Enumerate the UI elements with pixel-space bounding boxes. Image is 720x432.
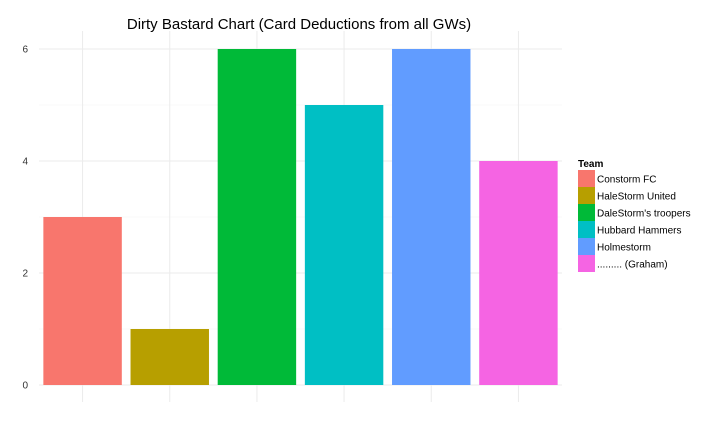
bar-1 xyxy=(43,217,122,385)
legend-key-1 xyxy=(578,170,595,187)
legend-key-3 xyxy=(578,204,595,221)
y-axis: 0 2 4 6 xyxy=(22,45,28,392)
legend-label: HaleStorm United xyxy=(597,192,676,203)
legend-label: Constorm FC xyxy=(597,175,656,186)
legend-label: Hubbard Hammers xyxy=(597,226,681,237)
legend-label: DaleStorm's troopers xyxy=(597,209,691,220)
legend: Team Constorm FC HaleStorm United DaleStor… xyxy=(578,159,691,272)
legend-title: Team xyxy=(578,159,603,170)
legend-key-4 xyxy=(578,221,595,238)
legend-label: Holmestorm xyxy=(597,243,651,254)
bars xyxy=(43,49,558,385)
legend-key-5 xyxy=(578,238,595,255)
y-tick-label: 0 xyxy=(22,381,28,392)
legend-label: ......... (Graham) xyxy=(597,260,668,271)
y-tick-label: 2 xyxy=(22,269,28,280)
y-tick-label: 4 xyxy=(22,157,28,168)
chart-title: Dirty Bastard Chart (Card Deductions fro… xyxy=(127,16,471,33)
bar-3 xyxy=(217,49,297,385)
bar-6 xyxy=(479,161,558,385)
legend-key-2 xyxy=(578,187,595,204)
bar-4 xyxy=(304,105,384,385)
legend-key-6 xyxy=(578,255,595,272)
bar-5 xyxy=(392,49,471,385)
y-tick-label: 6 xyxy=(22,45,28,56)
bar-2 xyxy=(130,329,209,385)
